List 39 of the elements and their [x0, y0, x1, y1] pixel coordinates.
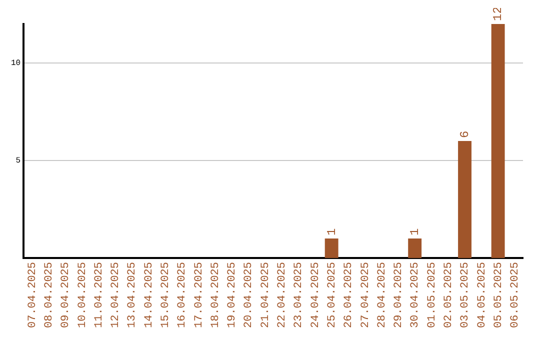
bar — [491, 24, 505, 258]
x-tick-label: 24.04.2025 — [310, 262, 322, 328]
x-tick-label: 10.04.2025 — [76, 262, 89, 328]
x-tick-label: 08.04.2025 — [43, 262, 56, 328]
x-tick-label: 06.05.2025 — [510, 262, 522, 328]
bar — [408, 238, 422, 258]
x-tick-label: 28.04.2025 — [376, 262, 388, 328]
x-tick-label: 23.04.2025 — [293, 262, 306, 328]
x-tick-label: 29.04.2025 — [393, 262, 406, 328]
data-label: 1 — [408, 228, 422, 236]
x-tick-label: 02.05.2025 — [443, 262, 456, 328]
x-tick-label: 16.04.2025 — [176, 262, 189, 328]
x-tick-label: 17.04.2025 — [193, 262, 206, 328]
x-tick-label: 27.04.2025 — [360, 262, 372, 328]
y-tick-label: 10 — [10, 59, 21, 68]
x-tick-label: 18.04.2025 — [210, 262, 222, 328]
x-tick-label: 05.05.2025 — [492, 262, 505, 328]
x-tick-label: 20.04.2025 — [243, 262, 256, 328]
x-tick-label: 25.04.2025 — [326, 262, 338, 328]
x-tick-label: 04.05.2025 — [476, 262, 488, 328]
x-tick-label: 21.04.2025 — [260, 262, 272, 328]
bar — [324, 238, 338, 258]
x-tick-label: 22.04.2025 — [276, 262, 289, 328]
x-tick-label: 09.04.2025 — [60, 262, 72, 328]
x-tick-label: 07.04.2025 — [26, 262, 39, 328]
x-tick-label: 26.04.2025 — [343, 262, 356, 328]
x-tick-label: 15.04.2025 — [160, 262, 172, 328]
x-tick-label: 12.04.2025 — [110, 262, 122, 328]
bar — [458, 140, 472, 258]
x-tick-label: 03.05.2025 — [460, 262, 472, 328]
y-tick-label: 5 — [16, 156, 21, 166]
x-tick-label: 14.04.2025 — [143, 262, 156, 328]
data-label: 1 — [324, 228, 339, 236]
data-label: 6 — [458, 130, 472, 138]
x-tick-label: 19.04.2025 — [226, 262, 239, 328]
x-tick-label: 30.04.2025 — [410, 262, 422, 328]
x-tick-label: 01.05.2025 — [426, 262, 438, 328]
x-tick-label: 11.04.2025 — [93, 262, 106, 328]
x-tick-label: 13.04.2025 — [126, 262, 139, 328]
